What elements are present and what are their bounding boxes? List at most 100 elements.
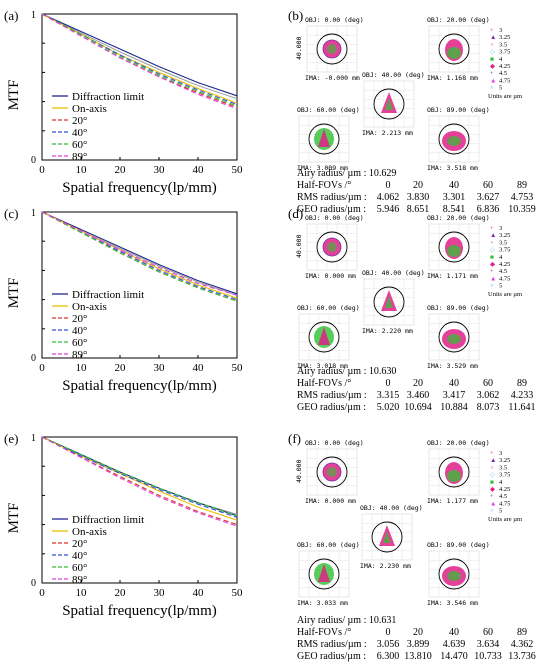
table-cell: 4.639 [443, 639, 466, 650]
table-header-cell: 40 [449, 180, 459, 191]
table-cell: GEO radius/µm : [297, 402, 366, 413]
airy-disk-circle [316, 456, 348, 488]
table-cell: 5.946 [377, 204, 400, 215]
spot-blob-core [327, 467, 337, 477]
spot-blob-core [447, 571, 461, 581]
legend-marker: + [490, 268, 494, 275]
legend-marker: ■ [490, 479, 494, 486]
spot-blob-core [447, 334, 461, 344]
airy-disk-circle [316, 33, 348, 65]
plot-frame [41, 211, 238, 359]
table-cell: 4.062 [377, 192, 400, 203]
table-cell: 3.634 [477, 639, 500, 650]
series-line-4 [41, 13, 238, 107]
legend-label: 3.75 [499, 49, 510, 56]
spot-ima-label: IMA: 2.220 mm [362, 327, 413, 335]
spot-ima-label: IMA: 0.000 mm [305, 497, 356, 505]
legend-label: Diffraction limit [72, 91, 144, 103]
spot-cell: OBJ: 0.00 (deg) IMA: 0.000 mm [305, 439, 364, 505]
spot-blob-core [385, 98, 393, 110]
series-line-5 [41, 436, 238, 527]
legend-marker: ◇ [490, 247, 496, 254]
table-header-cell: 40 [449, 378, 459, 389]
table-cell: 14.470 [440, 651, 468, 662]
spot-cell: OBJ: 60.00 (deg) IMA: 3.033 mm [297, 541, 360, 607]
table-header-cell: Half-FOVs /° [297, 627, 351, 638]
spot-panel-f: (f) OBJ: 0.00 (deg) IMA: 0.000 mm OBJ: 40.0… [288, 431, 536, 662]
airy-disk-circle [438, 456, 470, 488]
spot-cell: OBJ: 89.00 (deg) IMA: 3.546 mm [427, 541, 490, 607]
spot-ima-label: IMA: 3.018 mm [297, 362, 348, 370]
y-tick-label: 0 [31, 155, 36, 166]
legend-marker: × [490, 239, 494, 246]
legend-label: 4 [499, 479, 503, 486]
spot-ima-label: IMA: 2.230 mm [360, 562, 411, 570]
legend-label: 3.25 [499, 457, 510, 464]
legend-marker: ◆ [490, 63, 496, 70]
legend-marker: + [490, 70, 494, 77]
spot-ima-label: IMA: 1.168 mm [427, 74, 478, 82]
spot-obj-label: OBJ: 0.00 (deg) [305, 16, 364, 24]
spot-cell: OBJ: 60.00 (deg) IMA: 3.018 mm [297, 304, 360, 370]
table-cell: 3.417 [443, 390, 466, 401]
spot-ima-label: IMA: 3.518 mm [427, 164, 478, 172]
x-tick-label: 50 [232, 164, 244, 176]
table-header-cell: 20 [413, 180, 423, 191]
legend-marker: ▲ [490, 500, 496, 507]
table-cell: 8.651 [407, 204, 430, 215]
table-cell: 4.233 [511, 390, 534, 401]
table-cell: RMS radius/µm : [297, 639, 367, 650]
x-tick-label: 40 [193, 362, 205, 374]
spot-blob-core [385, 296, 393, 308]
legend-marker: + [490, 493, 494, 500]
table-cell: 3.830 [407, 192, 430, 203]
scale-label: 40.000 [295, 36, 303, 60]
legend-marker: ▲ [490, 34, 496, 41]
spot-ima-label: IMA: 1.171 mm [427, 272, 478, 280]
legend-marker: ◇ [490, 49, 496, 56]
spot-obj-label: OBJ: 40.00 (deg) [360, 504, 423, 512]
airy-radius-text: Airy radius/ µm : 10.629 [297, 168, 396, 179]
legend-marker: ◆ [490, 261, 496, 268]
plot-frame [41, 436, 238, 584]
legend-label: 60° [72, 139, 87, 151]
panel-label: (e) [4, 431, 18, 446]
legend-marker: ◆ [490, 486, 496, 493]
spot-ima-label: IMA: 2.213 mm [362, 129, 413, 137]
series-line-0 [41, 436, 238, 517]
spot-obj-label: OBJ: 20.00 (deg) [427, 16, 490, 24]
legend-label: 3 [499, 27, 502, 34]
legend-label: 4 [499, 56, 503, 63]
airy-disk-circle [438, 558, 470, 590]
spot-blob-core [327, 242, 337, 252]
spot-ima-label: IMA: 1.177 mm [427, 497, 478, 505]
table-cell: 10.733 [474, 651, 502, 662]
y-axis-label: MTF [6, 503, 22, 534]
spot-cell: OBJ: 20.00 (deg) IMA: 1.168 mm [427, 16, 490, 82]
table-cell: 3.315 [377, 390, 400, 401]
spot-blob-core [383, 531, 391, 543]
scale-label: 40.000 [295, 459, 303, 483]
spot-ima-label: IMA: 3.033 mm [297, 599, 348, 607]
panel-label: (f) [288, 431, 301, 446]
table-cell: 13.736 [508, 651, 536, 662]
table-header-cell: 60 [483, 627, 493, 638]
airy-disk-circle [438, 123, 470, 155]
spot-blob-core [318, 129, 330, 147]
airy-disk-circle [373, 286, 405, 318]
table-header-cell: Half-FOVs /° [297, 378, 351, 389]
legend-label: Diffraction limit [72, 289, 144, 301]
series-line-4 [41, 436, 238, 517]
x-tick-label: 50 [232, 587, 244, 599]
table-header-cell: 60 [483, 378, 493, 389]
x-tick-label: 20 [115, 164, 127, 176]
legend-label: 3.5 [499, 41, 507, 48]
spot-cell: OBJ: 0.00 (deg) IMA: -0.000 mm [305, 16, 364, 82]
spot-cell: OBJ: 60.00 (deg) IMA: 3.009 mm [297, 106, 360, 172]
table-cell: RMS radius/µm : [297, 192, 367, 203]
panel-label: (a) [4, 8, 18, 23]
spot-ima-label: IMA: -0.000 mm [305, 74, 360, 82]
table-cell: 3.627 [477, 192, 500, 203]
